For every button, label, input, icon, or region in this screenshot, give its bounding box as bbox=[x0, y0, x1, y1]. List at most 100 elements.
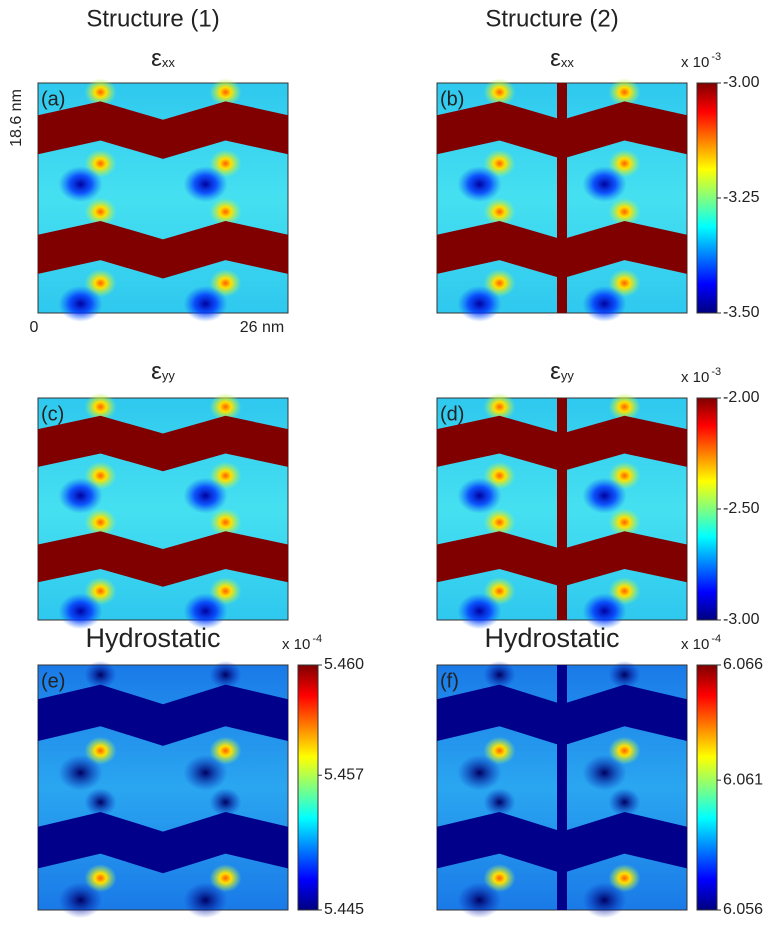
spot bbox=[209, 78, 242, 107]
spot bbox=[183, 285, 228, 322]
colorbar bbox=[696, 82, 718, 314]
colorbar bbox=[696, 397, 718, 621]
colorbar-tick-label: -3.00 bbox=[723, 611, 760, 628]
multiplier: x 10 bbox=[681, 369, 709, 386]
vertical-barrier bbox=[557, 83, 567, 313]
spot bbox=[209, 660, 242, 689]
spot bbox=[608, 392, 641, 421]
barrier-band bbox=[38, 531, 288, 587]
subscript: xx bbox=[561, 55, 575, 70]
multiplier: x 10 bbox=[681, 54, 709, 71]
colorbar bbox=[696, 664, 718, 911]
symbol: ε bbox=[151, 45, 162, 72]
spot bbox=[457, 882, 502, 919]
column-title: Structure (2) bbox=[485, 5, 618, 32]
panel-title: εyy bbox=[550, 358, 574, 385]
spot bbox=[209, 392, 242, 421]
spot bbox=[84, 78, 117, 107]
panel-letter: (c) bbox=[41, 403, 64, 425]
strain-map bbox=[436, 392, 688, 630]
spot bbox=[183, 166, 228, 203]
exponent: -4 bbox=[711, 633, 721, 645]
spot bbox=[582, 285, 627, 322]
subscript: xx bbox=[162, 55, 176, 70]
subscript: yy bbox=[162, 368, 176, 383]
panel-letter: (a) bbox=[41, 88, 65, 110]
spot bbox=[483, 660, 516, 689]
colorbar-tick-label: 5.460 bbox=[324, 656, 364, 673]
spot bbox=[483, 788, 516, 817]
spot bbox=[209, 197, 242, 226]
panel-title: εxx bbox=[550, 45, 574, 72]
axis-height: 18.6 nm bbox=[8, 89, 25, 147]
spot bbox=[457, 477, 502, 514]
panel-title: Hydrostatic bbox=[85, 623, 220, 653]
spot bbox=[483, 197, 516, 226]
panel-letter: (e) bbox=[41, 670, 65, 692]
spot bbox=[457, 166, 502, 203]
panel-letter: (f) bbox=[440, 670, 459, 692]
spot bbox=[608, 660, 641, 689]
barrier-band bbox=[38, 684, 288, 746]
colorbar-tick-label: -2.50 bbox=[723, 500, 760, 517]
spot bbox=[608, 508, 641, 537]
colorbar-multiplier: x 10 -4 bbox=[282, 633, 322, 653]
vertical-barrier bbox=[557, 398, 567, 620]
spot bbox=[457, 593, 502, 630]
barrier-band bbox=[38, 415, 288, 472]
spot bbox=[483, 392, 516, 421]
column-title: Structure (1) bbox=[86, 5, 219, 32]
exponent: -3 bbox=[711, 366, 721, 378]
spot bbox=[483, 508, 516, 537]
strain-map bbox=[436, 78, 688, 322]
colorbar-multiplier: x 10 -3 bbox=[681, 51, 721, 71]
spot bbox=[84, 392, 117, 421]
spot bbox=[582, 882, 627, 919]
exponent: -4 bbox=[312, 633, 322, 645]
spot bbox=[183, 754, 228, 791]
barrier-band bbox=[38, 812, 288, 874]
spot bbox=[183, 882, 228, 919]
spot bbox=[84, 197, 117, 226]
spot bbox=[58, 285, 103, 322]
strain-map bbox=[37, 392, 289, 630]
panel-title: εyy bbox=[151, 358, 175, 385]
spot bbox=[58, 593, 103, 630]
spot bbox=[58, 882, 103, 919]
spot bbox=[58, 477, 103, 514]
spot bbox=[183, 477, 228, 514]
subscript: yy bbox=[561, 368, 575, 383]
colorbar-tick-label: 6.061 bbox=[723, 771, 763, 788]
symbol: ε bbox=[151, 358, 162, 385]
spot bbox=[58, 166, 103, 203]
colorbar-tick-label: 5.457 bbox=[324, 766, 364, 783]
symbol: ε bbox=[550, 45, 561, 72]
panel-title: Hydrostatic bbox=[484, 623, 619, 653]
symbol: ε bbox=[550, 358, 561, 385]
colorbar-tick-label: -2.00 bbox=[723, 389, 760, 406]
colorbar-multiplier: x 10 -3 bbox=[681, 366, 721, 386]
spot bbox=[582, 477, 627, 514]
strain-map bbox=[37, 78, 289, 322]
colorbar-tick-label: 6.056 bbox=[723, 901, 763, 918]
spot bbox=[84, 508, 117, 537]
spot bbox=[582, 754, 627, 791]
panel-title: εxx bbox=[151, 45, 175, 72]
barrier-band bbox=[38, 101, 288, 159]
panel-letter: (b) bbox=[440, 88, 464, 110]
spot bbox=[209, 508, 242, 537]
spot bbox=[183, 593, 228, 630]
multiplier: x 10 bbox=[282, 636, 310, 653]
spot bbox=[209, 788, 242, 817]
exponent: -3 bbox=[711, 51, 721, 63]
multiplier: x 10 bbox=[681, 636, 709, 653]
strain-map bbox=[37, 660, 289, 919]
strain-map bbox=[436, 660, 688, 919]
colorbar-tick-label: -3.25 bbox=[723, 189, 760, 206]
spot bbox=[84, 788, 117, 817]
colorbar-multiplier: x 10 -4 bbox=[681, 633, 721, 653]
barrier-band bbox=[38, 221, 288, 279]
spot bbox=[582, 166, 627, 203]
spot bbox=[582, 593, 627, 630]
